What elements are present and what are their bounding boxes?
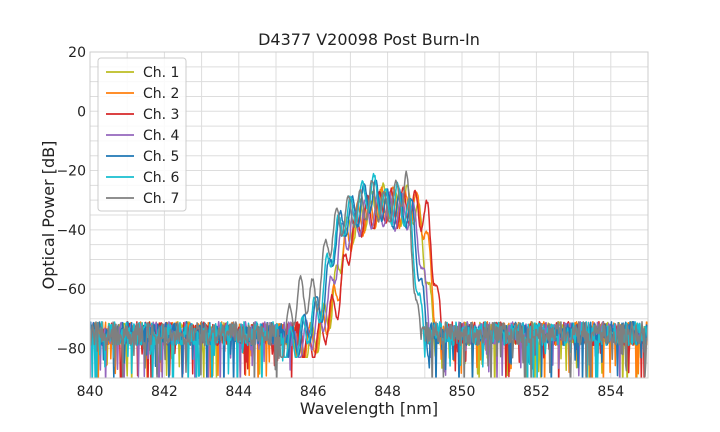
series-line-7 [90,170,648,378]
series-layer [90,170,648,378]
legend-label: Ch. 7 [143,191,179,207]
legend-label: Ch. 3 [143,107,179,123]
x-tick-label: 854 [597,384,624,400]
x-tick-label: 852 [523,384,550,400]
plot-frame [89,51,649,379]
x-tick-label: 848 [374,384,401,400]
x-axis-label: Wavelength [nm] [300,399,438,418]
y-tick-label: −80 [56,341,86,357]
y-tick-label: −20 [56,164,86,180]
x-tick-label: 850 [449,384,476,400]
x-tick-label: 844 [225,384,252,400]
legend-label: Ch. 5 [143,149,179,165]
y-tick-label: 20 [68,45,86,61]
x-tick-label: 842 [151,384,178,400]
legend-label: Ch. 2 [143,86,179,102]
y-tick-label: 0 [77,104,86,120]
y-axis-label: Optical Power [dB] [39,141,58,290]
legend-label: Ch. 1 [143,65,179,81]
legend-label: Ch. 4 [143,128,180,144]
legend: Ch. 1 Ch. 2 Ch. 3 Ch. 4 Ch. 5 Ch. 6 Ch. 7 [97,57,187,212]
tick-labels: 840 842 844 846 848 850 852 854 −80 −60 −40 −20 0 20 [56,45,624,400]
x-tick-label: 840 [77,384,104,400]
x-tick-label: 846 [300,384,327,400]
chart-title: D4377 V20098 Post Burn-In [258,30,480,49]
y-tick-label: −40 [56,223,86,239]
legend-box [97,57,187,212]
legend-label: Ch. 6 [143,170,180,186]
y-tick-label: −60 [56,282,86,298]
